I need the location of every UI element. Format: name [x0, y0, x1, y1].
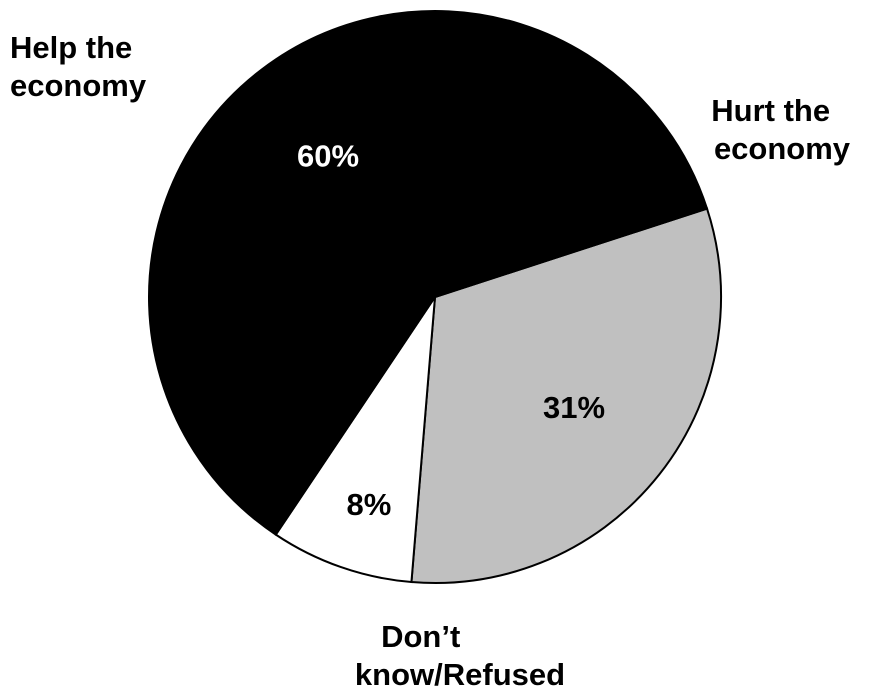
pie-slice [148, 10, 709, 536]
value-labels: 31% 8% 60% [297, 139, 605, 522]
pie-slices [148, 10, 722, 584]
category-label-hurt: Hurt the economy [711, 93, 851, 166]
category-label-dont-know: Don’t know/Refused [355, 619, 565, 692]
slice-value-label: 60% [297, 139, 359, 174]
pie-slice [274, 293, 437, 584]
pie-slice [410, 207, 722, 584]
category-label-help: Help the economy [10, 30, 147, 103]
slice-value-label: 8% [347, 487, 392, 522]
slice-value-label: 31% [543, 390, 605, 425]
